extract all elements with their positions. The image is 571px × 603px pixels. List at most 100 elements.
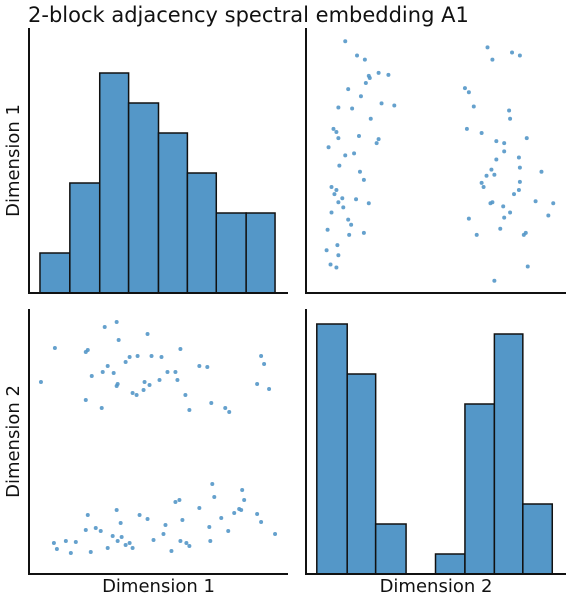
- scatter-point: [490, 200, 495, 205]
- scatter-point: [501, 204, 506, 209]
- scatter-point: [346, 87, 351, 92]
- scatter-point: [533, 199, 538, 204]
- scatter-point: [343, 39, 348, 44]
- scatter-point: [137, 513, 142, 517]
- scatter-point: [226, 529, 231, 533]
- scatter-point: [481, 185, 486, 189]
- histogram-bar: [316, 323, 348, 575]
- scatter-point: [127, 541, 132, 545]
- scatter-point: [551, 201, 556, 206]
- scatter-point: [173, 370, 178, 374]
- scatter-point: [178, 347, 183, 351]
- scatter-point: [479, 130, 484, 135]
- scatter-point: [88, 550, 93, 554]
- scatter-point: [89, 374, 94, 378]
- scatter-point: [507, 108, 512, 113]
- scatter-point: [169, 549, 174, 553]
- scatter-point: [334, 188, 339, 193]
- scatter-point: [376, 70, 381, 75]
- scatter-point: [177, 498, 182, 502]
- scatter-point: [134, 393, 139, 397]
- scatter-point: [141, 388, 146, 392]
- scatter-point: [523, 230, 528, 235]
- scatter-point: [490, 57, 495, 62]
- scatter-point: [209, 401, 214, 405]
- scatter-point: [52, 346, 57, 350]
- scatter-point: [332, 192, 337, 197]
- histogram-bar: [69, 182, 101, 294]
- scatter-point: [374, 141, 379, 146]
- scatter-point: [99, 406, 104, 410]
- scatter-point: [98, 529, 103, 533]
- scatter-point: [346, 217, 351, 222]
- scatter-point: [494, 157, 499, 162]
- scatter-point: [341, 205, 346, 210]
- scatter-point: [349, 222, 354, 227]
- scatter-point: [116, 338, 121, 342]
- scatter-point: [223, 406, 228, 410]
- scatter-point: [517, 53, 522, 58]
- scatter-point: [329, 210, 334, 215]
- scatter-point: [267, 387, 272, 391]
- scatter-point: [105, 364, 110, 368]
- histogram-bar: [374, 523, 407, 575]
- scatter-point: [352, 151, 357, 156]
- scatter-point: [489, 167, 494, 172]
- scatter-point: [494, 139, 499, 144]
- scatter-point: [516, 188, 521, 193]
- scatter-point: [485, 45, 490, 50]
- histogram-bar: [493, 333, 524, 575]
- histogram-bar: [464, 403, 496, 575]
- scatter-point: [38, 380, 43, 384]
- scatter-point: [334, 265, 339, 270]
- scatter-point: [492, 172, 497, 177]
- scatter-point: [207, 525, 212, 529]
- scatter-point: [85, 513, 90, 517]
- scatter-point: [100, 370, 105, 374]
- scatter-point: [145, 332, 150, 336]
- scatter-point: [502, 141, 507, 146]
- title: 2-block adjacency spectral embedding A1: [28, 3, 469, 27]
- scatter-point: [525, 264, 530, 269]
- scatter-point: [183, 393, 188, 397]
- scatter-point: [379, 101, 384, 106]
- scatter-point: [498, 226, 503, 231]
- scatter-point: [197, 364, 202, 368]
- scatter-point: [546, 213, 551, 218]
- scatter-point: [539, 169, 544, 174]
- x-axis-label: Dimension 2: [380, 576, 493, 597]
- scatter-point: [331, 126, 336, 131]
- scatter-point: [366, 73, 371, 78]
- scatter-point: [273, 532, 278, 536]
- scatter-point: [502, 215, 507, 220]
- scatter-point: [255, 512, 260, 516]
- scatter-point: [517, 165, 522, 170]
- scatter-point: [336, 136, 341, 141]
- scatter-point: [363, 81, 368, 86]
- scatter-point: [123, 360, 128, 364]
- scatter-point: [149, 354, 154, 358]
- scatter-point: [510, 50, 515, 55]
- scatter-point: [83, 528, 88, 532]
- scatter-point: [102, 325, 107, 329]
- scatter-point: [242, 498, 247, 502]
- scatter-point: [337, 163, 342, 168]
- histogram-bar: [522, 503, 554, 575]
- scatter-point: [123, 543, 128, 547]
- scatter-point: [336, 105, 341, 110]
- scatter-point: [347, 232, 352, 237]
- scatter-point: [127, 355, 132, 359]
- scatter-point: [368, 116, 373, 121]
- scatter-point: [464, 126, 469, 131]
- scatter-point: [328, 262, 333, 267]
- scatter-point: [114, 508, 119, 512]
- scatter-point: [73, 540, 78, 544]
- scatter-point: [259, 520, 264, 524]
- scatter-point: [142, 380, 147, 384]
- scatter-point: [392, 103, 397, 108]
- scatter-point: [512, 192, 516, 197]
- scatter-point: [362, 57, 367, 62]
- scatter-point: [262, 362, 267, 366]
- scatter-point: [340, 196, 345, 201]
